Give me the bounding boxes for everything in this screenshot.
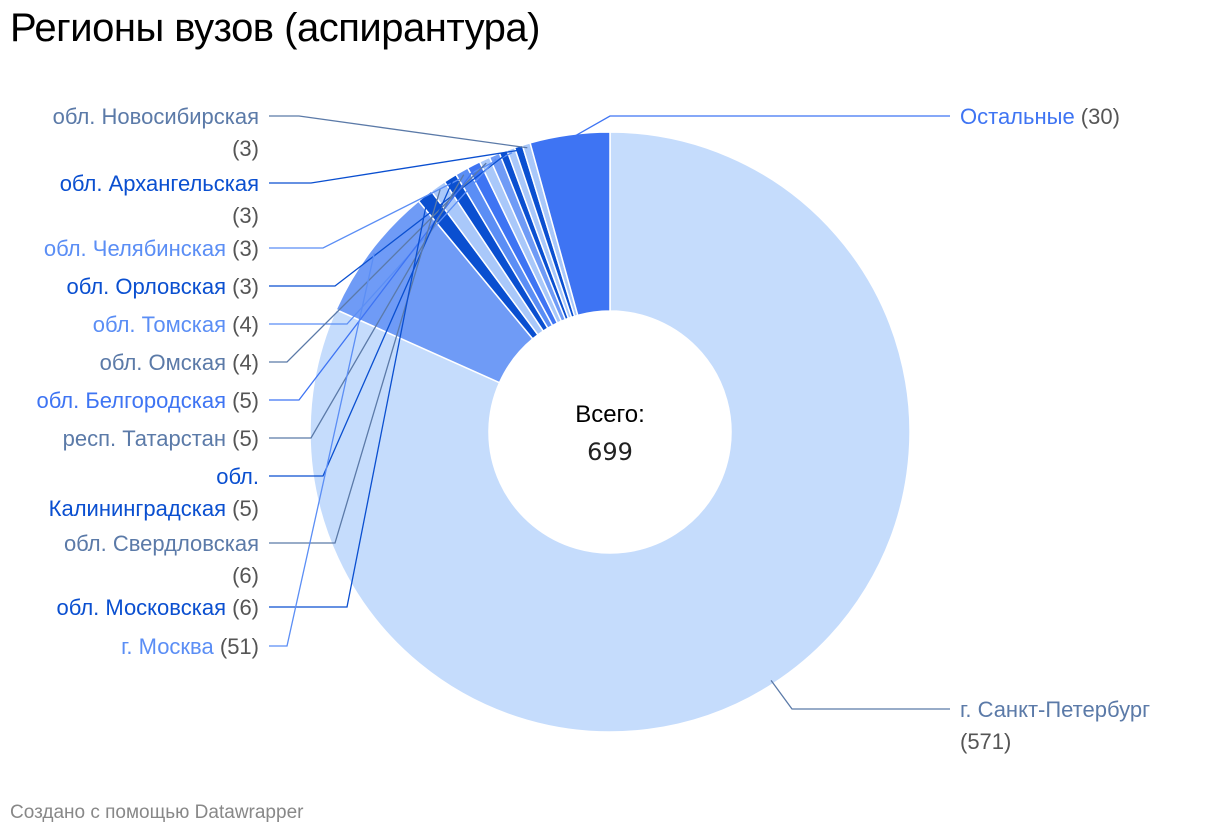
leader-обл-томская bbox=[269, 158, 497, 325]
leader-обл-белгородская bbox=[269, 167, 476, 401]
label-г-москва: г. Москва (51) bbox=[121, 634, 259, 659]
label-г-санкт-петербург: г. Санкт-Петербург (571) bbox=[960, 697, 1150, 754]
center-total-value: 699 bbox=[587, 438, 633, 466]
slice-г-санкт-петербург bbox=[309, 131, 911, 733]
leader-г-москва bbox=[269, 252, 375, 647]
label-обл-свердловская: обл. Свердловская (6) bbox=[64, 531, 259, 588]
leader-обл-омская bbox=[269, 162, 487, 363]
label-обл-архангельская: обл. Архангельская (3) bbox=[60, 171, 259, 228]
leader-обл-орловская bbox=[269, 154, 506, 287]
label-обл-новосибирская: обл. Новосибирская (3) bbox=[53, 104, 259, 161]
label-обл-челябинская: обл. Челябинская (3) bbox=[44, 236, 259, 261]
label-обл-белгородская: обл. Белгородская (5) bbox=[36, 388, 259, 413]
leader-обл-архангельская bbox=[269, 149, 520, 184]
donut-slices bbox=[309, 131, 911, 733]
slice-остальные bbox=[529, 131, 611, 317]
footer-credit: Создано с помощью Datawrapper bbox=[10, 802, 304, 823]
label-обл-томская: обл. Томская (4) bbox=[93, 312, 259, 337]
label-обл-омская: обл. Омская (4) bbox=[100, 350, 259, 375]
page-title: Регионы вузов (аспирантура) bbox=[10, 6, 540, 50]
center-total-label: Всего: bbox=[575, 401, 645, 428]
leader-г-санкт-петербург bbox=[770, 679, 950, 710]
leader-обл-свердловская bbox=[269, 189, 441, 544]
leader-респ-татарстан bbox=[269, 174, 465, 439]
label-обл-московская: обл. Московская (6) bbox=[56, 595, 259, 620]
leader-обл-калининградская bbox=[269, 181, 453, 477]
leader-остальные bbox=[569, 115, 950, 140]
slice-labels: обл. Новосибирская (3) обл. Архангельская(… bbox=[36, 104, 1150, 754]
leader-обл-челябинская bbox=[269, 152, 513, 249]
label-остальные: Остальные (30) bbox=[960, 104, 1120, 129]
label-обл-орловская: обл. Орловская (3) bbox=[66, 274, 259, 299]
leader-обл-новосибирская bbox=[269, 115, 528, 149]
label-респ-татарстан: респ. Татарстан (5) bbox=[63, 426, 259, 451]
label-обл-калининградская: обл. Калининградская (5) bbox=[49, 464, 259, 521]
leader-lines bbox=[269, 115, 950, 710]
